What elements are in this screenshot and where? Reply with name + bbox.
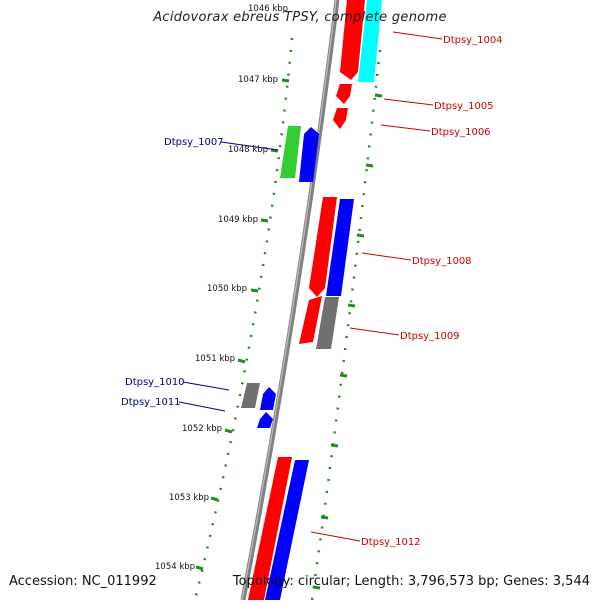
scale-label-1054: 1054 kbp [155, 562, 195, 572]
label-dtpsy-1007[interactable]: Dtpsy_1007 [164, 137, 224, 148]
scale-label-1049: 1049 kbp [218, 215, 258, 225]
leader-lines [178, 31, 443, 542]
label-dtpsy-1009[interactable]: Dtpsy_1009 [400, 331, 460, 342]
gene-dtpsy-1005[interactable] [336, 84, 352, 104]
gene-dtpsy-1012-blue[interactable] [265, 460, 309, 600]
inner-dotted-arc [310, 49, 382, 601]
label-dtpsy-1008[interactable]: Dtpsy_1008 [412, 256, 472, 267]
gene-dtpsy-1011[interactable] [257, 412, 273, 428]
gene-dtpsy-1009[interactable] [299, 296, 322, 344]
page-title: Acidovorax ebreus TPSY, complete genome [153, 10, 447, 25]
label-dtpsy-1012[interactable]: Dtpsy_1012 [361, 537, 421, 548]
gene-dtpsy-1010[interactable] [241, 383, 260, 408]
accession-label: Accession: NC_011992 [9, 574, 157, 589]
gene-dtpsy-1007[interactable] [280, 126, 301, 178]
gene-dtpsy-1008[interactable] [309, 197, 337, 297]
gene-labels: Dtpsy_1004 Dtpsy_1005 Dtpsy_1006 Dtpsy_1… [121, 35, 503, 548]
scale-label-1051: 1051 kbp [195, 354, 235, 364]
genome-summary: Topology: circular; Length: 3,796,573 bp… [232, 574, 590, 589]
scale-label-1050: 1050 kbp [207, 284, 247, 294]
scale-label-1047: 1047 kbp [238, 75, 278, 85]
label-dtpsy-1011[interactable]: Dtpsy_1011 [121, 397, 181, 408]
label-dtpsy-1010[interactable]: Dtpsy_1010 [125, 377, 185, 388]
gene-dtpsy-1008-blue[interactable] [326, 199, 354, 296]
major-ticks-inner [312, 93, 383, 590]
gene-dtpsy-1004[interactable] [340, 0, 365, 80]
genome-backbone [240, 0, 340, 601]
scale-labels: 1046 kbp 1047 kbp 1048 kbp 1049 kbp 1050… [155, 4, 288, 572]
scale-label-1046: 1046 kbp [248, 4, 288, 14]
gene-dtpsy-1004-cyan[interactable] [358, 0, 382, 82]
gene-dtpsy-1010-blue[interactable] [260, 387, 276, 410]
outer-dotted-arc [193, 37, 294, 601]
gene-dtpsy-1006[interactable] [333, 108, 348, 129]
label-dtpsy-1005[interactable]: Dtpsy_1005 [434, 101, 494, 112]
label-dtpsy-1006[interactable]: Dtpsy_1006 [431, 127, 491, 138]
gene-dtpsy-1009-gray[interactable] [316, 297, 339, 349]
scale-label-1048: 1048 kbp [228, 145, 268, 155]
label-dtpsy-1004[interactable]: Dtpsy_1004 [443, 35, 503, 46]
scale-label-1052: 1052 kbp [182, 424, 222, 434]
gene-dtpsy-1012[interactable] [248, 457, 292, 600]
major-ticks-outer [195, 78, 290, 571]
gene-dtpsy-1007-blue[interactable] [299, 127, 319, 182]
scale-label-1053: 1053 kbp [169, 493, 209, 503]
